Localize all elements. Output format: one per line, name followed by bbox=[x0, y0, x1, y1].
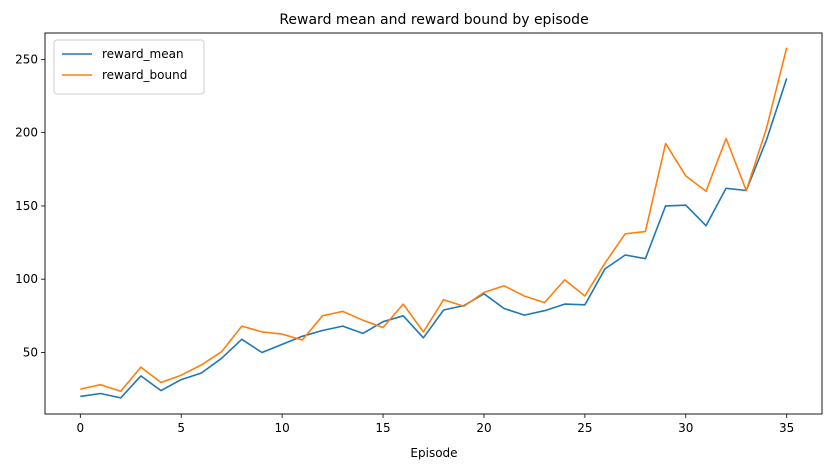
x-axis: 0 5 10 15 20 25 30 35 bbox=[76, 414, 794, 435]
plot-frame bbox=[44, 32, 823, 415]
y-tick-label: 150 bbox=[15, 199, 38, 213]
chart-title: Reward mean and reward bound by episode bbox=[279, 12, 588, 28]
y-tick-label: 100 bbox=[15, 272, 38, 286]
x-tick-label: 20 bbox=[476, 421, 491, 435]
y-tick-label: 200 bbox=[15, 126, 38, 140]
series-line-reward_mean bbox=[80, 78, 788, 399]
x-tick-label: 0 bbox=[76, 421, 84, 435]
legend-label-reward_bound: reward_bound bbox=[102, 68, 187, 82]
series-line-reward_bound bbox=[80, 47, 788, 393]
y-axis: 50 100 150 200 250 bbox=[15, 52, 45, 359]
x-tick-label: 30 bbox=[678, 421, 693, 435]
x-tick-label: 35 bbox=[779, 421, 794, 435]
x-tick-label: 15 bbox=[375, 421, 390, 435]
x-tick-label: 10 bbox=[274, 421, 289, 435]
x-axis-label: Episode bbox=[410, 446, 457, 460]
plot-lines bbox=[80, 47, 788, 399]
x-tick-label: 5 bbox=[177, 421, 185, 435]
legend: reward_mean reward_bound bbox=[53, 39, 205, 95]
x-tick-label: 25 bbox=[577, 421, 592, 435]
y-tick-label: 250 bbox=[15, 52, 38, 66]
y-tick-label: 50 bbox=[23, 345, 38, 359]
legend-label-reward_mean: reward_mean bbox=[102, 47, 184, 61]
